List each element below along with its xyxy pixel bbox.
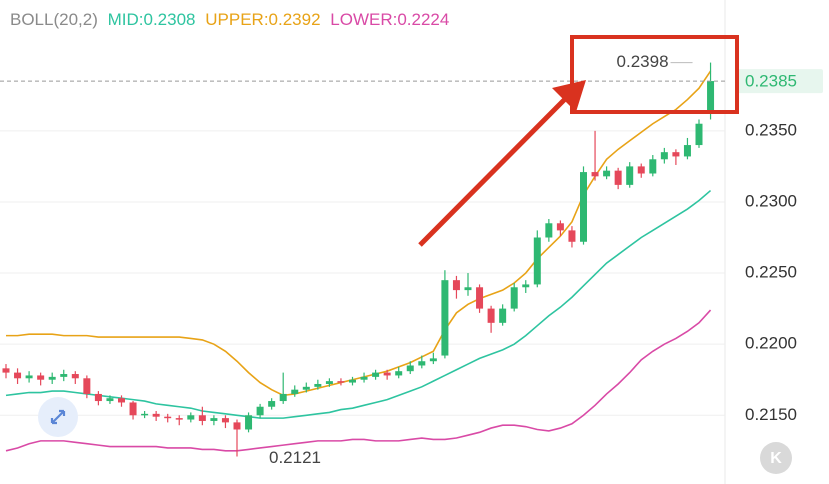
k-button-label: K: [770, 450, 782, 467]
candle-body: [302, 386, 310, 390]
candle-body: [337, 381, 345, 383]
candle-body: [175, 418, 183, 420]
candle-body: [71, 374, 79, 379]
candle-body: [37, 375, 45, 380]
candle-body: [2, 368, 10, 373]
candle-body: [395, 371, 403, 376]
candle-body: [649, 159, 657, 174]
candle-body: [510, 287, 518, 309]
y-tick-label: 0.2150: [745, 405, 797, 424]
arrow-head: [552, 80, 586, 112]
indicator-label: MID:0.2308: [107, 10, 196, 29]
last-price-label: 0.2385: [745, 72, 797, 91]
candle-body: [60, 374, 68, 377]
candle-body: [476, 287, 484, 309]
indicator-label: LOWER:0.2224: [330, 10, 450, 29]
candle-body: [683, 145, 691, 157]
candle-body: [441, 280, 449, 356]
candle-body: [94, 393, 102, 402]
candle-body: [383, 372, 391, 376]
candle-body: [106, 398, 114, 402]
y-tick-label: 0.2200: [745, 334, 797, 353]
indicator-header: BOLL(20,2) MID:0.2308 UPPER:0.2392 LOWER…: [10, 10, 454, 30]
candle-body: [372, 372, 380, 377]
candle-body: [268, 401, 276, 407]
candle-body: [660, 152, 668, 160]
highlight-box: [570, 35, 739, 114]
candle-body: [568, 230, 576, 242]
candle-body: [487, 308, 495, 323]
candle-body: [245, 415, 253, 430]
candle-body: [279, 393, 287, 402]
candle-body: [545, 223, 553, 238]
candle-body: [83, 378, 91, 394]
candle-body: [580, 172, 587, 242]
candle-body: [152, 413, 160, 417]
candle-body: [695, 123, 703, 146]
candle-body: [603, 170, 611, 177]
band-line: [6, 70, 712, 397]
band-line: [5, 309, 712, 452]
candle-body: [221, 418, 229, 423]
arrow-shaft: [418, 90, 574, 247]
indicator-title: BOLL(20,2): [10, 10, 98, 29]
candle-body: [164, 416, 172, 419]
candle-body: [210, 418, 218, 421]
candle-body: [429, 358, 437, 362]
candle-body: [707, 81, 715, 114]
expand-icon: [50, 409, 66, 425]
candle-body: [672, 152, 680, 157]
candle-body: [418, 361, 426, 366]
candle-body: [48, 376, 56, 380]
candle-body: [614, 170, 622, 185]
candle-body: [533, 237, 541, 285]
candle-body: [626, 166, 634, 185]
max-label: 0.2398: [617, 52, 669, 71]
candle-body: [198, 415, 206, 421]
candle-body: [464, 287, 472, 291]
candle-body: [349, 379, 356, 383]
candle-body: [406, 365, 414, 372]
candle-body: [522, 284, 530, 288]
candle-body: [25, 375, 33, 379]
candle-body: [187, 415, 195, 420]
candle-body: [118, 398, 125, 403]
min-label: 0.2121: [269, 448, 321, 467]
candle-body: [14, 372, 22, 379]
y-tick-label: 0.2250: [745, 263, 797, 282]
candle-body: [325, 381, 333, 384]
k-button[interactable]: [760, 442, 792, 474]
candle-body: [591, 172, 599, 177]
indicator-label: UPPER:0.2392: [205, 10, 321, 29]
candle-body: [556, 223, 564, 231]
candle-body: [291, 389, 299, 394]
band-line: [5, 189, 712, 419]
last-price-box: [737, 69, 823, 94]
y-tick-label: 0.2300: [745, 191, 797, 210]
candle-body: [314, 383, 322, 387]
candle-body: [129, 402, 137, 416]
candle-body: [499, 308, 507, 323]
candle-body: [360, 376, 368, 380]
candle-body: [233, 422, 241, 430]
candle-body: [256, 406, 264, 416]
candle-body: [141, 413, 149, 416]
y-tick-label: 0.2350: [745, 120, 797, 139]
candle-body: [637, 166, 645, 174]
candle-body: [452, 280, 460, 291]
